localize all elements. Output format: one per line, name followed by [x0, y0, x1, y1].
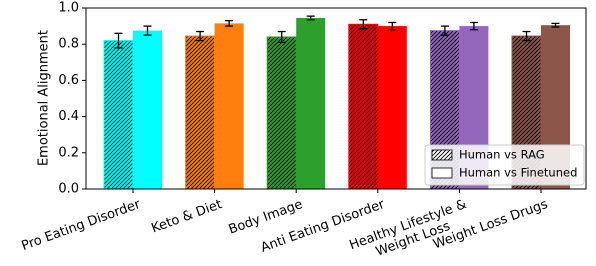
y-tick-label: 0.0	[58, 182, 79, 197]
bar	[348, 23, 379, 190]
bar	[103, 40, 134, 190]
bar	[296, 17, 326, 189]
y-tick-label: 1.0	[58, 1, 79, 16]
y-tick-label: 0.2	[58, 145, 79, 160]
legend-label: Human vs RAG	[459, 148, 545, 162]
bar	[133, 30, 162, 189]
bar	[214, 23, 244, 190]
legend: Human vs RAG Human vs Finetuned	[424, 144, 585, 186]
legend-swatch	[431, 167, 453, 179]
legend-swatch	[431, 149, 453, 161]
bar	[377, 26, 407, 189]
legend-label: Human vs Finetuned	[459, 166, 577, 180]
y-tick-label: 0.6	[58, 73, 79, 88]
y-tick-label: 0.4	[58, 109, 79, 124]
bar	[185, 35, 216, 190]
plot-frame	[85, 7, 587, 190]
bar	[266, 36, 297, 190]
y-tick-label: 0.8	[58, 37, 79, 52]
legend-box	[424, 144, 585, 186]
y-axis-label: Emotional Alignment	[37, 30, 52, 166]
